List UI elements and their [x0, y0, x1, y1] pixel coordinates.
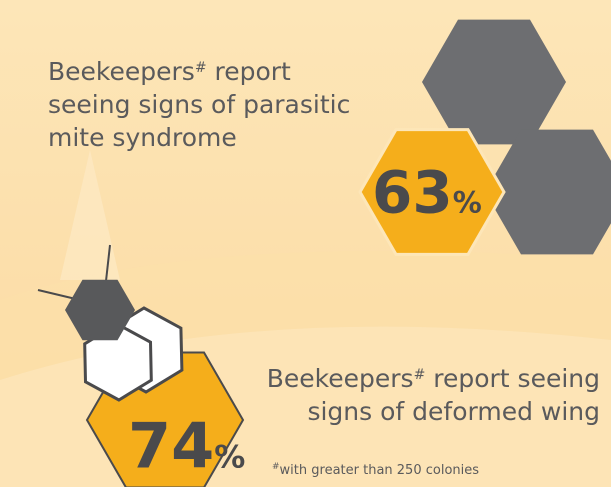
- stat-text: seeing signs of parasitic: [48, 90, 350, 119]
- text-part: mite syndrome: [48, 123, 237, 152]
- text-part: report seeing: [425, 364, 600, 393]
- stat-text: mite syndrome: [48, 123, 237, 152]
- superscript: #: [272, 462, 280, 472]
- bee: [37, 244, 245, 487]
- stat-value: 63%: [372, 158, 482, 226]
- stat-value: 74%: [128, 410, 245, 483]
- text-part: Beekeepers: [48, 57, 195, 86]
- hexagon: [358, 128, 506, 256]
- unit: %: [214, 440, 245, 476]
- stat-text: Beekeepers# report seeing: [267, 364, 600, 393]
- hexagons: [358, 19, 611, 256]
- text-part: seeing signs of parasitic: [48, 90, 350, 119]
- text-part: report: [207, 57, 291, 86]
- footnote-text: with greater than 250 colonies: [280, 463, 480, 478]
- superscript: #: [414, 367, 426, 383]
- stat-text: signs of deformed wing: [307, 397, 600, 426]
- superscript: #: [195, 60, 207, 76]
- value: 74: [128, 410, 214, 483]
- hexagon: [422, 19, 566, 145]
- unit: %: [453, 185, 482, 219]
- head: [65, 279, 135, 341]
- footnote: #with greater than 250 colonies: [272, 462, 479, 478]
- leaf: [60, 150, 120, 280]
- hexagon: [485, 129, 611, 255]
- value: 63: [372, 158, 453, 226]
- text-part: signs of deformed wing: [307, 397, 600, 426]
- wing: [83, 322, 153, 402]
- text-part: Beekeepers: [267, 364, 414, 393]
- stat-text: Beekeepers# report: [48, 57, 291, 86]
